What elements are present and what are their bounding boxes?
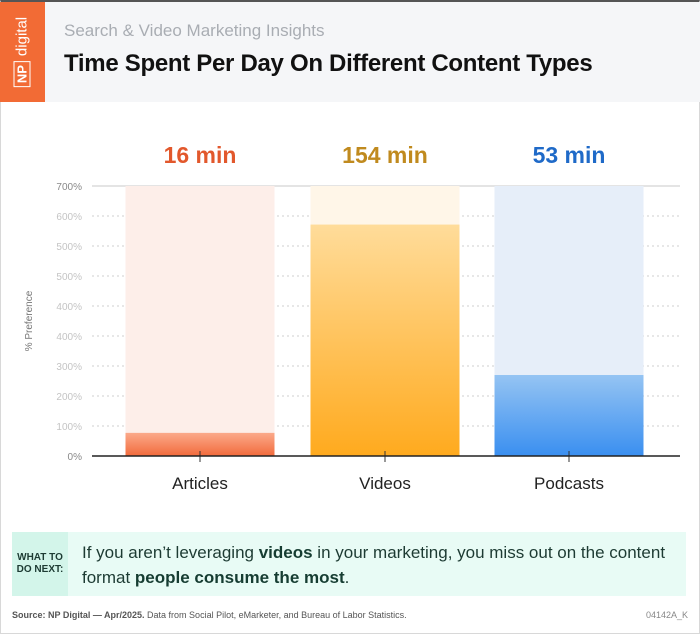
y-tick-label: 600%	[56, 212, 82, 223]
note-text-1: If you aren’t leveraging	[82, 543, 259, 562]
note-bold-1: videos	[258, 543, 313, 562]
y-tick-label: 0%	[68, 452, 83, 463]
y-tick-label: 200%	[56, 392, 82, 403]
x-tick-label: Articles	[172, 474, 228, 493]
y-axis-label: % Preference	[24, 290, 35, 351]
note-text-2: in your marketing, you miss out on the c…	[82, 543, 666, 587]
note-text-3: .	[344, 568, 350, 587]
source-detail: Data from Social Pilot, eMarketer, and B…	[144, 610, 407, 620]
note-text: If you aren’t leveraging videos in your …	[82, 540, 672, 590]
chart-code: 04142A_K	[645, 610, 688, 620]
source-bold: Source: NP Digital — Apr/2025.	[12, 610, 145, 620]
x-tick-label: Podcasts	[534, 474, 604, 493]
y-tick-label: 500%	[56, 272, 82, 283]
tag-line-1: WHAT TO	[17, 552, 63, 563]
y-tick-label: 500%	[56, 242, 82, 253]
y-tick-label: 400%	[56, 332, 82, 343]
data-label-articles: 16 min	[164, 142, 237, 168]
tag-line-2: DO NEXT:	[16, 564, 64, 575]
data-label-videos: 154 min	[342, 142, 428, 168]
bar-podcasts	[494, 375, 644, 456]
subtitle: Search & Video Marketing Insights	[64, 21, 325, 40]
x-tick-label: Videos	[359, 474, 411, 493]
note-bold-2: people consume the most	[134, 568, 345, 587]
bar-track-articles	[125, 186, 275, 456]
page-title: Time Spent Per Day On Different Content …	[64, 50, 593, 77]
bar-videos	[310, 224, 460, 456]
data-label-podcasts: 53 min	[533, 142, 606, 168]
y-tick-label: 400%	[56, 302, 82, 313]
header	[0, 2, 700, 102]
bar-articles	[125, 432, 275, 456]
source-text: Source: NP Digital — Apr/2025. Data from…	[12, 610, 407, 620]
what-to-do-next-tag: WHAT TO DO NEXT:	[12, 532, 68, 596]
y-tick-label: 700%	[56, 182, 82, 193]
np-digital-logo: NP digital	[0, 2, 45, 102]
y-tick-label: 100%	[56, 422, 82, 433]
bar-chart: 700% 600% 500% 500% 400% 400% 300% 200% 100% 0% % …	[24, 142, 680, 493]
what-to-do-next-box: WHAT TO DO NEXT: If you aren’t leveraging…	[12, 532, 686, 596]
y-tick-label: 300%	[56, 362, 82, 373]
